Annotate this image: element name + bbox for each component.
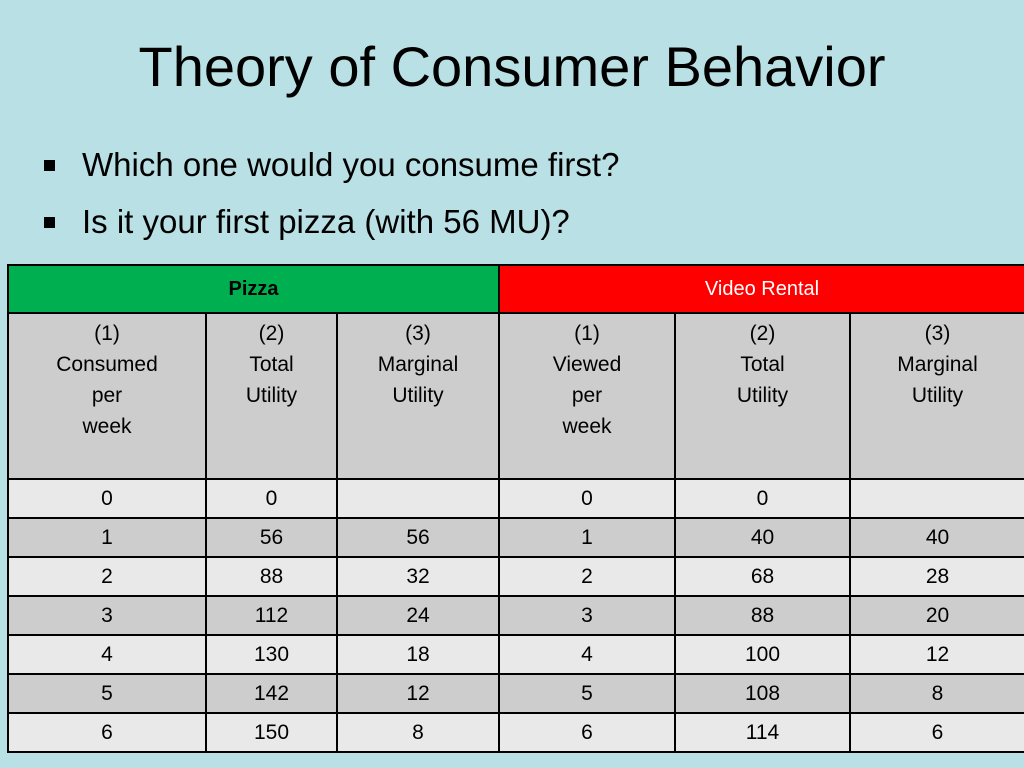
table-cell: 0 [498,478,676,519]
group-header-row: Pizza Video Rental [7,264,1024,314]
column-header-row: (1) Consumed per week (2) Total Utility … [7,312,1024,480]
table-cell: 1 [7,517,207,558]
table-cell: 68 [674,556,851,597]
table-cell: 88 [674,595,851,636]
table-cell: 0 [205,478,338,519]
table-row: 4 130 18 4 100 12 [7,634,1024,675]
table-cell: 8 [336,712,500,753]
table-cell: 130 [205,634,338,675]
table-cell: 6 [848,712,1024,753]
pizza-group-header: Pizza [7,264,500,314]
table-cell: 5 [7,673,207,714]
table-cell: 2 [7,556,207,597]
table-cell: 18 [336,634,500,675]
table-row: 6 150 8 6 114 6 [7,712,1024,753]
column-header: (1) Viewed per week [498,312,676,480]
column-header: (3) Marginal Utility [336,312,500,480]
square-bullet-icon [44,159,55,171]
table-cell: 0 [7,478,207,519]
table-cell: 88 [205,556,338,597]
table-cell: 12 [336,673,500,714]
table-cell: 8 [848,673,1024,714]
bullet-item: Which one would you consume first? [44,143,619,187]
slide-title: Theory of Consumer Behavior [138,35,886,98]
table-cell: 6 [498,712,676,753]
column-header: (2) Total Utility [205,312,338,480]
table-cell [848,478,1024,519]
utility-table: Pizza Video Rental (1) Consumed per week… [7,264,1024,753]
table-cell: 5 [498,673,676,714]
table-row: 0 0 0 0 [7,478,1024,519]
table-cell: 0 [674,478,851,519]
table-cell: 24 [336,595,500,636]
table-cell: 150 [205,712,338,753]
table-cell: 112 [205,595,338,636]
column-header: (2) Total Utility [674,312,851,480]
table-cell: 12 [848,634,1024,675]
table-cell: 4 [7,634,207,675]
table-cell: 142 [205,673,338,714]
table-cell: 28 [848,556,1024,597]
bullet-list: Which one would you consume first? Is it… [44,143,619,257]
table-cell: 114 [674,712,851,753]
table-row: 2 88 32 2 68 28 [7,556,1024,597]
table-row: 3 112 24 3 88 20 [7,595,1024,636]
table-cell: 56 [205,517,338,558]
table-row: 5 142 12 5 108 8 [7,673,1024,714]
table-cell: 20 [848,595,1024,636]
table-cell: 1 [498,517,676,558]
table-cell: 2 [498,556,676,597]
square-bullet-icon [44,216,55,228]
table-cell [336,478,500,519]
bullet-item: Is it your first pizza (with 56 MU)? [44,200,619,244]
table-cell: 6 [7,712,207,753]
table-cell: 56 [336,517,500,558]
table-cell: 32 [336,556,500,597]
table-cell: 40 [848,517,1024,558]
column-header: (3) Marginal Utility [848,312,1024,480]
table-cell: 4 [498,634,676,675]
video-rental-group-header: Video Rental [497,264,1024,314]
bullet-text: Which one would you consume first? [82,146,620,183]
table-row: 1 56 56 1 40 40 [7,517,1024,558]
table-cell: 108 [674,673,851,714]
column-header: (1) Consumed per week [7,312,207,480]
bullet-text: Is it your first pizza (with 56 MU)? [82,203,570,240]
table-cell: 100 [674,634,851,675]
table-cell: 3 [498,595,676,636]
table-cell: 3 [7,595,207,636]
table-cell: 40 [674,517,851,558]
